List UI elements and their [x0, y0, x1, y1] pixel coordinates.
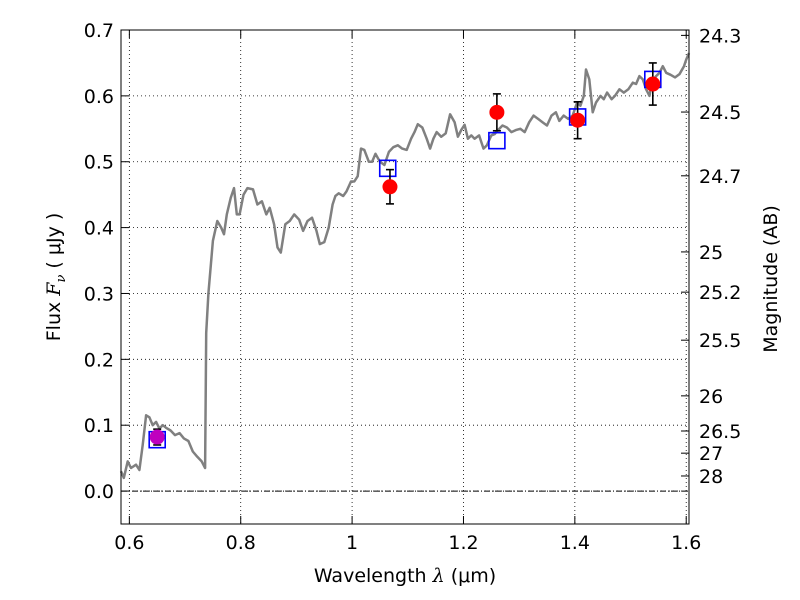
y2-axis-label: Magnitude (AB)	[760, 205, 782, 353]
x-tick-label: 0.8	[226, 532, 256, 554]
x-tick-label: 1	[346, 532, 358, 554]
y2-tick-label: 25.5	[699, 330, 741, 352]
x-tick-label: 1.4	[560, 532, 590, 554]
y-tick-label: 0.0	[84, 481, 114, 503]
y-tick-label: 0.2	[84, 349, 114, 371]
y-tick-label: 0.4	[84, 218, 114, 240]
y2-tick-label: 27	[699, 443, 723, 465]
observed-point	[645, 76, 661, 92]
y2-tick-label: 25	[699, 242, 723, 264]
x-tick-label: 1.6	[671, 532, 701, 554]
plot-frame	[120, 29, 690, 525]
y2-tick-label: 28	[699, 466, 723, 488]
y2-tick-label: 24.7	[699, 166, 741, 188]
x-axis-label: Wavelength λ (μm)	[314, 565, 496, 587]
model-band-square	[488, 131, 506, 150]
y2-tick-label: 26.5	[699, 421, 741, 443]
observed-point	[489, 104, 505, 120]
y2-tick-label: 25.2	[699, 282, 741, 304]
model-band-square	[378, 159, 397, 178]
axis-ticks: 0.6 0.8 1 1.2 1.4 1.6 0.0 0.1 0.2 0.3 0.4 0.5 0.6 0.7…	[84, 20, 742, 554]
x-tick-label: 0.6	[114, 532, 144, 554]
y-tick-label: 0.3	[84, 283, 114, 305]
y-tick-label: 0.5	[84, 152, 114, 174]
model-spectrum-line	[119, 52, 691, 480]
y2-tick-label: 26	[699, 386, 723, 408]
x-tick-label: 1.2	[448, 532, 478, 554]
y-tick-label: 0.6	[84, 86, 114, 108]
upper-limit-point	[149, 429, 165, 445]
plot-data	[119, 52, 691, 480]
y2-tick-label: 24.3	[699, 25, 741, 47]
observed-point	[570, 112, 586, 128]
y-tick-label: 0.7	[84, 20, 114, 42]
y-tick-label: 0.1	[84, 415, 114, 437]
y-axis-label: Flux Fν ( μJy )	[43, 213, 69, 342]
observed-point	[382, 179, 398, 195]
y2-tick-label: 24.5	[699, 102, 741, 124]
